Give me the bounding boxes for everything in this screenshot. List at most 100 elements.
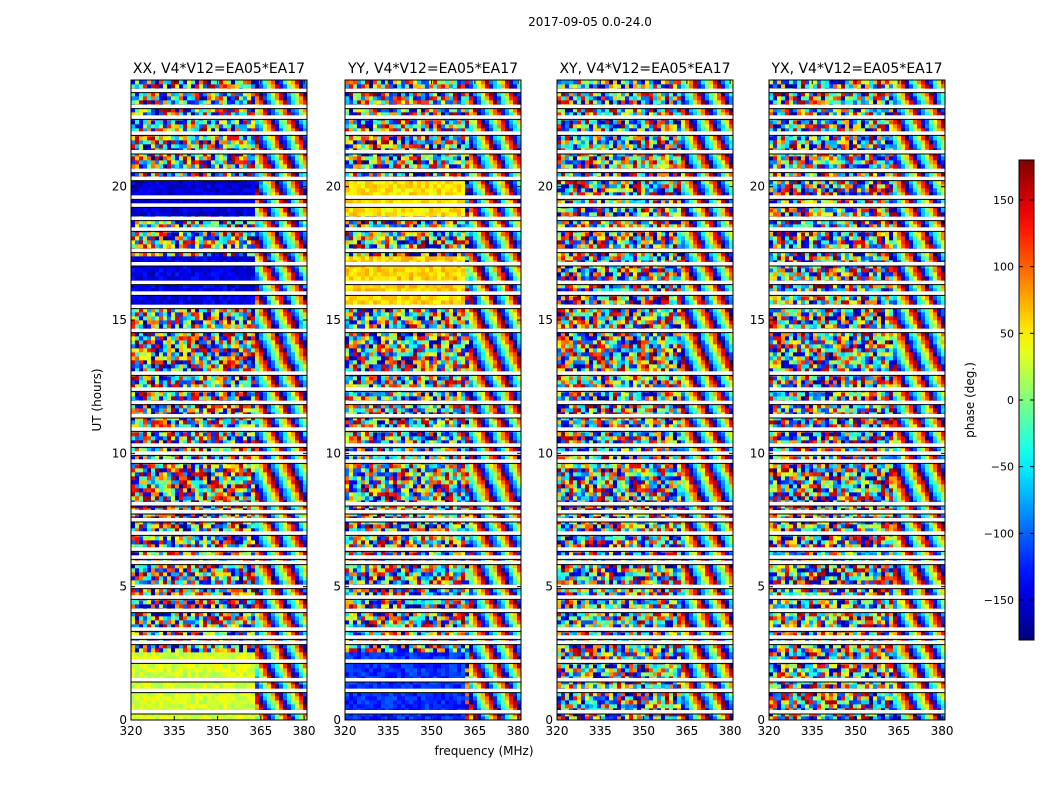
- heatmap-cell: [183, 276, 188, 281]
- heatmap-cell: [303, 684, 308, 689]
- heatmap-cell: [143, 612, 148, 617]
- heatmap-cell: [163, 632, 168, 637]
- heatmap-cell: [279, 344, 284, 349]
- heatmap-cell: [215, 368, 220, 373]
- heatmap-cell: [291, 692, 296, 697]
- heatmap-cell: [211, 472, 216, 477]
- heatmap-cell: [191, 664, 196, 669]
- heatmap-cell: [195, 472, 200, 477]
- heatmap-cell: [263, 672, 268, 677]
- heatmap-cell: [163, 344, 168, 349]
- heatmap-cell: [275, 324, 280, 329]
- heatmap-cell: [247, 580, 252, 585]
- heatmap-cell: [295, 420, 300, 425]
- heatmap-cell: [219, 552, 224, 557]
- heatmap-cell: [163, 616, 168, 621]
- heatmap-cell: [263, 420, 268, 425]
- heatmap-cell: [227, 284, 232, 289]
- heatmap-cell: [283, 704, 288, 709]
- heatmap-cell: [159, 568, 164, 573]
- heatmap-cell: [211, 536, 216, 541]
- heatmap-cell: [247, 496, 252, 501]
- heatmap-cell: [291, 672, 296, 677]
- heatmap-cell: [199, 664, 204, 669]
- heatmap-cell: [171, 396, 176, 401]
- heatmap-cell: [191, 268, 196, 273]
- heatmap-cell: [287, 360, 292, 365]
- heatmap-cell: [271, 668, 276, 673]
- heatmap-cell: [131, 356, 136, 361]
- heatmap-cell: [199, 648, 204, 653]
- heatmap-cell: [283, 392, 288, 397]
- heatmap-cell: [263, 344, 268, 349]
- heatmap-cell: [207, 616, 212, 621]
- heatmap-cell: [231, 320, 236, 325]
- heatmap-cell: [251, 436, 256, 441]
- heatmap-cell: [155, 324, 160, 329]
- heatmap-cell: [147, 644, 152, 649]
- heatmap-cell: [295, 592, 300, 597]
- heatmap-cell: [151, 472, 156, 477]
- heatmap-cell: [255, 684, 260, 689]
- heatmap-cell: [259, 360, 264, 365]
- heatmap-cell: [215, 408, 220, 413]
- heatmap-cell: [203, 364, 208, 369]
- heatmap-cell: [239, 376, 244, 381]
- heatmap-cell: [259, 540, 264, 545]
- heatmap-cell: [295, 464, 300, 469]
- heatmap-cell: [131, 492, 136, 497]
- heatmap-cell: [207, 528, 212, 533]
- heatmap-cell: [287, 420, 292, 425]
- heatmap-cell: [211, 484, 216, 489]
- heatmap-cell: [295, 612, 300, 617]
- heatmap-cell: [271, 692, 276, 697]
- heatmap-cell: [147, 476, 152, 481]
- heatmap-cell: [171, 336, 176, 341]
- heatmap-cell: [167, 704, 172, 709]
- heatmap-cell: [239, 580, 244, 585]
- heatmap-cell: [147, 288, 152, 293]
- heatmap-cell: [219, 396, 224, 401]
- heatmap-cell: [215, 380, 220, 385]
- heatmap-cell: [299, 396, 304, 401]
- heatmap-cell: [235, 456, 240, 461]
- heatmap-cell: [151, 284, 156, 289]
- heatmap-cell: [247, 352, 252, 357]
- heatmap-cell: [303, 432, 308, 437]
- heatmap-cell: [147, 588, 152, 593]
- heatmap-cell: [243, 672, 248, 677]
- heatmap-cell: [267, 616, 272, 621]
- heatmap-cell: [279, 552, 284, 557]
- heatmap-cell: [183, 496, 188, 501]
- heatmap-cell: [139, 408, 144, 413]
- heatmap-cell: [219, 276, 224, 281]
- heatmap-cell: [255, 276, 260, 281]
- heatmap-cell: [171, 300, 176, 305]
- heatmap-cell: [275, 456, 280, 461]
- heatmap-cell: [231, 284, 236, 289]
- heatmap-cell: [131, 624, 136, 629]
- heatmap-cell: [243, 684, 248, 689]
- heatmap-cell: [263, 364, 268, 369]
- heatmap-cell: [143, 592, 148, 597]
- heatmap-cell: [179, 572, 184, 577]
- heatmap-cell: [243, 496, 248, 501]
- heatmap-cell: [239, 652, 244, 657]
- heatmap-cell: [179, 432, 184, 437]
- heatmap-cell: [211, 648, 216, 653]
- heatmap-cell: [263, 592, 268, 597]
- heatmap-cell: [163, 320, 168, 325]
- heatmap-cell: [287, 356, 292, 361]
- heatmap-cell: [139, 552, 144, 557]
- heatmap-cell: [143, 384, 148, 389]
- heatmap-cell: [243, 368, 248, 373]
- heatmap-cell: [147, 616, 152, 621]
- heatmap-cell: [159, 436, 164, 441]
- heatmap-cell: [271, 536, 276, 541]
- heatmap-cell: [231, 424, 236, 429]
- heatmap-cell: [291, 684, 296, 689]
- heatmap-cell: [135, 704, 140, 709]
- heatmap-cell: [299, 364, 304, 369]
- heatmap-cell: [295, 484, 300, 489]
- heatmap-cell: [219, 384, 224, 389]
